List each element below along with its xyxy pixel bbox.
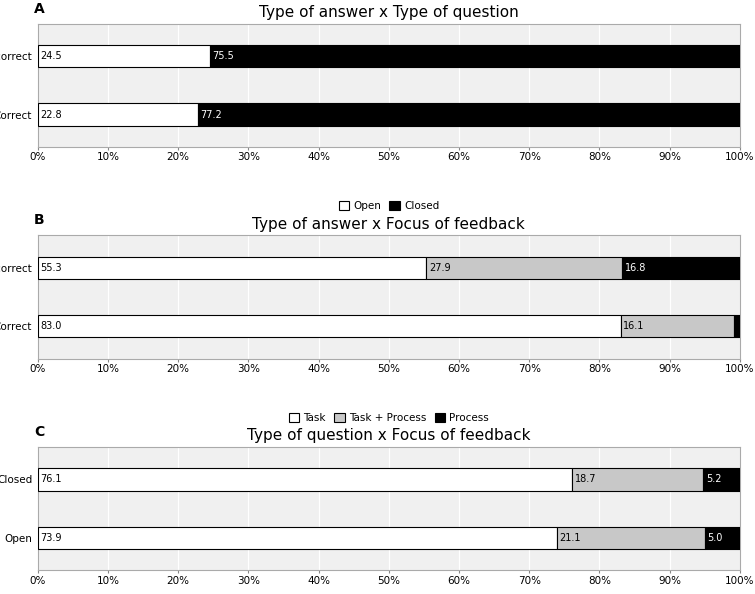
- Title: Type of answer x Type of question: Type of answer x Type of question: [259, 5, 519, 20]
- Bar: [704, 468, 740, 491]
- Text: 83.0: 83.0: [41, 321, 62, 331]
- Bar: [622, 257, 740, 279]
- Text: 73.9: 73.9: [41, 533, 62, 543]
- Bar: [621, 315, 734, 337]
- Title: Type of answer x Focus of feedback: Type of answer x Focus of feedback: [252, 217, 525, 232]
- Bar: [556, 527, 705, 549]
- Legend: Open, Closed: Open, Closed: [334, 197, 443, 216]
- Bar: [38, 257, 426, 279]
- Bar: [38, 103, 198, 126]
- Bar: [210, 45, 740, 67]
- Text: B: B: [34, 213, 45, 228]
- Text: 16.1: 16.1: [624, 321, 645, 331]
- Text: 55.3: 55.3: [41, 263, 62, 273]
- Text: 75.5: 75.5: [213, 51, 234, 61]
- Bar: [38, 468, 572, 491]
- Legend: Task, Task + Process, Process: Task, Task + Process, Process: [285, 409, 493, 427]
- Text: 22.8: 22.8: [41, 110, 62, 119]
- Bar: [38, 45, 210, 67]
- Text: 5.0: 5.0: [707, 533, 723, 543]
- Bar: [572, 468, 704, 491]
- Text: 16.8: 16.8: [624, 263, 646, 273]
- Bar: [198, 103, 740, 126]
- Text: 5.2: 5.2: [706, 475, 722, 484]
- Text: A: A: [34, 2, 45, 15]
- Text: 24.5: 24.5: [41, 51, 62, 61]
- Bar: [426, 257, 622, 279]
- Bar: [734, 315, 740, 337]
- Text: 77.2: 77.2: [201, 110, 223, 119]
- Text: 76.1: 76.1: [41, 475, 62, 484]
- Bar: [38, 315, 621, 337]
- Bar: [38, 527, 556, 549]
- Text: 27.9: 27.9: [429, 263, 451, 273]
- Text: 18.7: 18.7: [575, 475, 596, 484]
- Bar: [705, 527, 740, 549]
- Text: 21.1: 21.1: [559, 533, 581, 543]
- Title: Type of question x Focus of feedback: Type of question x Focus of feedback: [247, 428, 531, 443]
- Text: C: C: [34, 425, 45, 439]
